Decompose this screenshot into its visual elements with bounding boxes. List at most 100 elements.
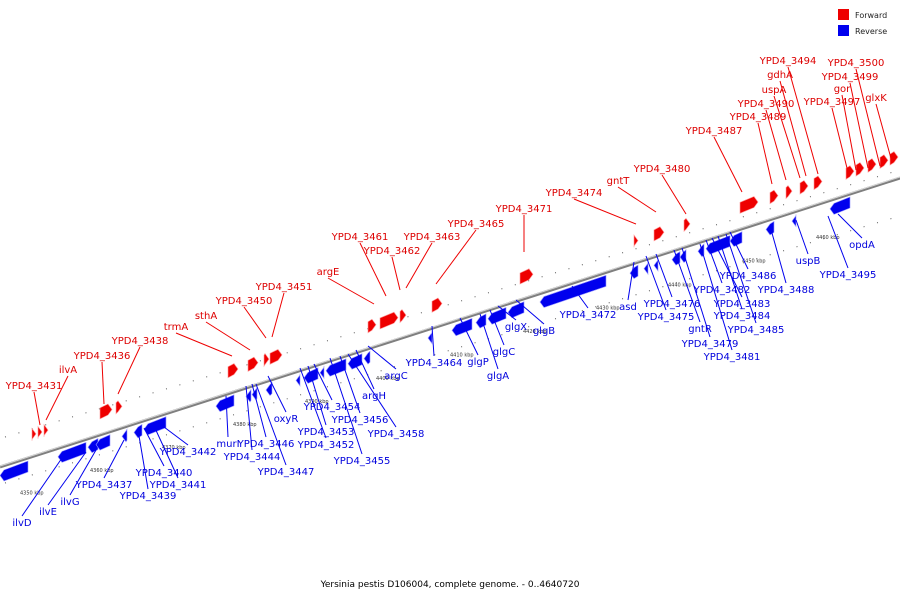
- reverse-gene-label[interactable]: glgA: [487, 371, 509, 382]
- reverse-gene-label[interactable]: argC: [384, 371, 407, 382]
- reverse-gene-label[interactable]: YPD4_3476: [643, 299, 701, 310]
- reverse-gene-feature[interactable]: [57, 441, 87, 463]
- reverse-gene-label[interactable]: YPD4_3482: [693, 285, 751, 296]
- reverse-gene-label[interactable]: YPD4_3456: [331, 415, 389, 426]
- forward-gene-feature[interactable]: [31, 427, 37, 441]
- forward-gene-feature[interactable]: [379, 311, 399, 330]
- forward-gene-feature[interactable]: [115, 400, 123, 415]
- reverse-gene-feature[interactable]: [0, 460, 29, 482]
- reverse-gene-label[interactable]: YPD4_3458: [367, 429, 425, 440]
- forward-gene-label[interactable]: YPD4_3487: [685, 126, 743, 137]
- forward-gene-feature[interactable]: [769, 189, 779, 205]
- reverse-gene-label[interactable]: YPD4_3495: [819, 270, 877, 281]
- forward-gene-label[interactable]: YPD4_3451: [255, 282, 313, 293]
- reverse-gene-feature[interactable]: [765, 220, 775, 236]
- reverse-gene-label[interactable]: oxyR: [274, 414, 299, 425]
- forward-gene-feature[interactable]: [739, 196, 759, 214]
- reverse-gene-label[interactable]: YPD4_3446: [237, 439, 295, 450]
- reverse-gene-feature[interactable]: [791, 214, 797, 228]
- forward-gene-feature[interactable]: [785, 185, 793, 200]
- forward-gene-feature[interactable]: [37, 425, 43, 439]
- forward-gene-feature[interactable]: [799, 180, 809, 195]
- reverse-gene-feature[interactable]: [507, 301, 525, 319]
- forward-gene-label[interactable]: YPD4_3500: [827, 58, 885, 69]
- forward-gene-label[interactable]: YPD4_3450: [215, 296, 273, 307]
- reverse-gene-feature[interactable]: [363, 350, 371, 365]
- forward-gene-label[interactable]: YPD4_3436: [73, 351, 131, 362]
- reverse-gene-label[interactable]: YPD4_3439: [119, 491, 177, 502]
- forward-gene-label[interactable]: YPD4_3438: [111, 336, 169, 347]
- reverse-gene-label[interactable]: YPD4_3455: [333, 456, 391, 467]
- reverse-gene-label[interactable]: glgB: [533, 326, 555, 337]
- reverse-gene-feature[interactable]: [487, 307, 507, 325]
- reverse-gene-label[interactable]: ilvD: [12, 518, 31, 529]
- reverse-gene-feature[interactable]: [729, 231, 743, 247]
- forward-gene-feature[interactable]: [247, 356, 259, 372]
- reverse-gene-label[interactable]: argH: [362, 391, 386, 402]
- reverse-gene-label[interactable]: glgC: [493, 347, 515, 358]
- forward-gene-feature[interactable]: [867, 158, 877, 173]
- forward-gene-feature[interactable]: [263, 353, 270, 368]
- forward-gene-feature[interactable]: [269, 349, 283, 365]
- forward-gene-feature[interactable]: [813, 175, 823, 191]
- reverse-gene-feature[interactable]: [679, 248, 687, 264]
- forward-gene-label[interactable]: ilvA: [59, 365, 77, 376]
- forward-gene-label[interactable]: YPD4_3480: [633, 164, 691, 175]
- reverse-gene-label[interactable]: YPD4_3447: [257, 467, 315, 478]
- reverse-gene-label[interactable]: YPD4_3464: [405, 358, 463, 369]
- reverse-gene-label[interactable]: YPD4_3444: [223, 452, 281, 463]
- forward-gene-label[interactable]: trmA: [164, 322, 189, 333]
- forward-gene-label[interactable]: YPD4_3471: [495, 204, 553, 215]
- forward-gene-label[interactable]: YPD4_3462: [363, 246, 421, 257]
- reverse-gene-label[interactable]: YPD4_3484: [713, 311, 771, 322]
- forward-gene-label[interactable]: uspA: [762, 85, 787, 96]
- forward-gene-label[interactable]: gdhA: [767, 70, 793, 81]
- forward-gene-feature[interactable]: [879, 154, 889, 169]
- reverse-gene-label[interactable]: ilvE: [39, 507, 57, 518]
- reverse-gene-feature[interactable]: [539, 274, 607, 308]
- forward-gene-label[interactable]: YPD4_3499: [821, 72, 879, 83]
- forward-gene-label[interactable]: YPD4_3463: [403, 232, 461, 243]
- forward-gene-feature[interactable]: [683, 217, 691, 233]
- reverse-gene-label[interactable]: YPD4_3452: [297, 440, 355, 451]
- reverse-gene-label[interactable]: YPD4_3441: [149, 480, 207, 491]
- reverse-gene-feature[interactable]: [265, 381, 273, 397]
- forward-gene-feature[interactable]: [431, 297, 443, 313]
- reverse-gene-label[interactable]: opdA: [849, 240, 875, 251]
- reverse-gene-label[interactable]: YPD4_3483: [713, 299, 771, 310]
- reverse-gene-label[interactable]: YPD4_3437: [75, 480, 133, 491]
- reverse-gene-feature[interactable]: [121, 428, 128, 443]
- forward-gene-label[interactable]: gor: [834, 84, 851, 95]
- reverse-gene-label[interactable]: YPD4_3472: [559, 310, 617, 321]
- forward-gene-feature[interactable]: [519, 268, 534, 285]
- reverse-gene-label[interactable]: YPD4_3485: [727, 325, 785, 336]
- reverse-gene-feature[interactable]: [829, 196, 851, 215]
- reverse-gene-label[interactable]: asd: [619, 302, 637, 313]
- reverse-gene-label[interactable]: YPD4_3440: [135, 468, 193, 479]
- forward-gene-label[interactable]: YPD4_3489: [729, 112, 787, 123]
- forward-gene-feature[interactable]: [633, 234, 639, 248]
- forward-gene-feature[interactable]: [43, 423, 49, 437]
- forward-gene-label[interactable]: YPD4_3497: [803, 97, 861, 108]
- reverse-gene-feature[interactable]: [427, 331, 433, 345]
- forward-gene-label[interactable]: gntT: [607, 176, 631, 187]
- reverse-gene-feature[interactable]: [643, 261, 649, 276]
- reverse-gene-label[interactable]: YPD4_3442: [159, 447, 217, 458]
- reverse-gene-label[interactable]: YPD4_3481: [703, 352, 761, 363]
- forward-gene-feature[interactable]: [653, 226, 665, 242]
- forward-gene-feature[interactable]: [399, 309, 407, 324]
- reverse-gene-label[interactable]: uspB: [796, 256, 821, 267]
- reverse-gene-label[interactable]: YPD4_3486: [719, 271, 777, 282]
- forward-gene-feature[interactable]: [855, 162, 865, 177]
- forward-gene-label[interactable]: argE: [317, 267, 340, 278]
- forward-gene-label[interactable]: sthA: [195, 311, 217, 322]
- reverse-gene-label[interactable]: glgP: [467, 357, 489, 368]
- reverse-gene-label[interactable]: YPD4_3454: [303, 402, 361, 413]
- forward-gene-label[interactable]: YPD4_3465: [447, 219, 505, 230]
- reverse-gene-feature[interactable]: [653, 258, 659, 272]
- forward-gene-label[interactable]: glxK: [865, 93, 887, 104]
- forward-gene-label[interactable]: YPD4_3474: [545, 188, 603, 199]
- reverse-gene-feature[interactable]: [95, 434, 111, 451]
- reverse-gene-label[interactable]: YPD4_3453: [297, 427, 355, 438]
- reverse-gene-feature[interactable]: [295, 373, 301, 387]
